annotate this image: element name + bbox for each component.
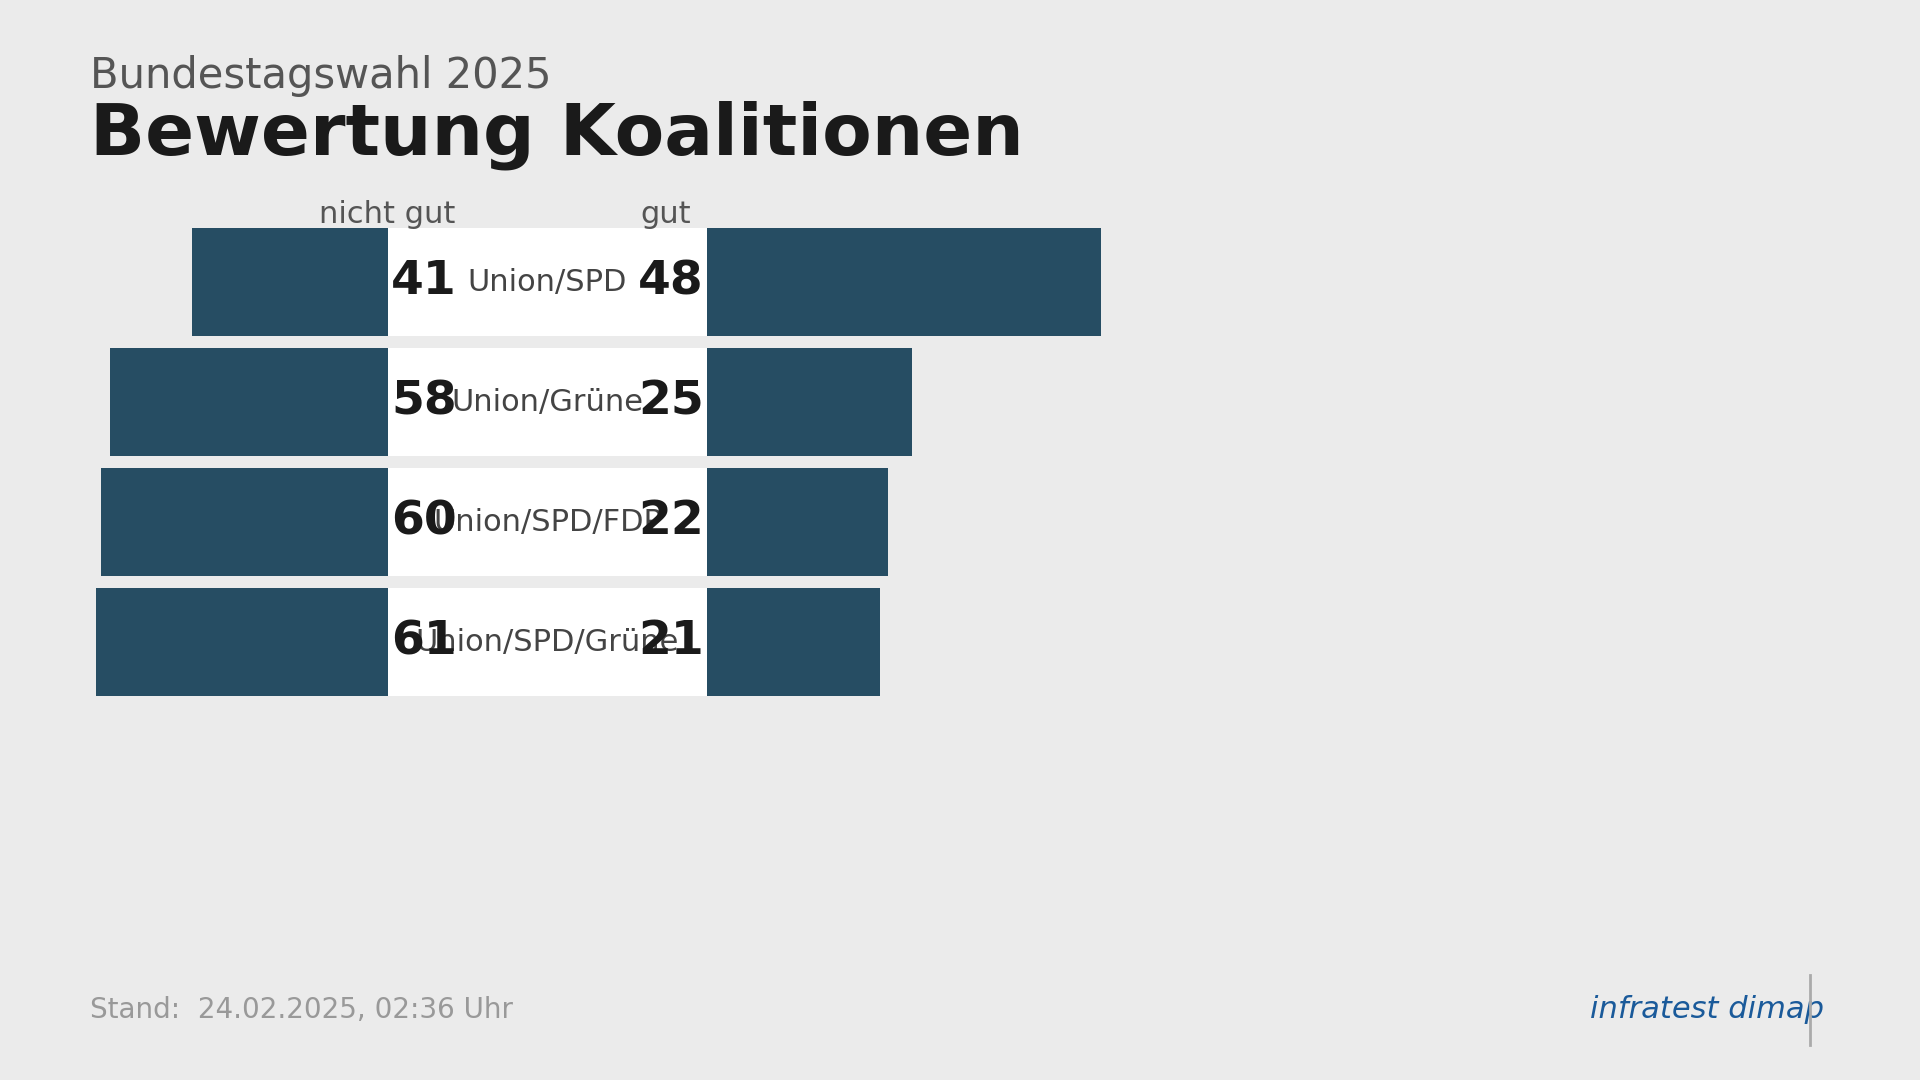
Text: 60: 60 [392, 499, 457, 544]
Bar [461, 228, 636, 336]
Text: 21: 21 [637, 620, 705, 664]
Text: Union/Grüne: Union/Grüne [451, 388, 643, 417]
Text: Union/SPD/Grüne: Union/SPD/Grüne [417, 627, 680, 657]
Text: 22: 22 [637, 499, 705, 544]
Bar [388, 588, 461, 696]
Text: infratest dimap: infratest dimap [1590, 996, 1824, 1025]
Bar [707, 468, 887, 576]
Bar [102, 468, 388, 576]
Bar [388, 468, 461, 576]
Text: Union/SPD: Union/SPD [468, 268, 628, 297]
Text: 25: 25 [637, 379, 705, 424]
Bar [192, 228, 388, 336]
Text: 58: 58 [392, 379, 457, 424]
Bar [461, 588, 636, 696]
Text: Bundestagswahl 2025: Bundestagswahl 2025 [90, 55, 551, 97]
Text: Bewertung Koalitionen: Bewertung Koalitionen [90, 100, 1023, 170]
Bar [636, 228, 707, 336]
Text: 48: 48 [637, 259, 705, 305]
Bar [707, 588, 879, 696]
Bar [636, 468, 707, 576]
Bar [96, 588, 388, 696]
Bar [461, 468, 636, 576]
Bar [111, 348, 388, 456]
Text: Stand:  24.02.2025, 02:36 Uhr: Stand: 24.02.2025, 02:36 Uhr [90, 996, 513, 1024]
Bar [461, 348, 636, 456]
Bar [388, 348, 461, 456]
Bar [707, 228, 1102, 336]
Text: Union/SPD/FDP: Union/SPD/FDP [434, 508, 662, 537]
Bar [636, 588, 707, 696]
Text: 61: 61 [392, 620, 457, 664]
Text: 41: 41 [392, 259, 457, 305]
Bar [707, 348, 912, 456]
Text: nicht gut: nicht gut [319, 200, 455, 229]
Bar [636, 348, 707, 456]
Bar [388, 228, 461, 336]
Text: gut: gut [639, 200, 691, 229]
